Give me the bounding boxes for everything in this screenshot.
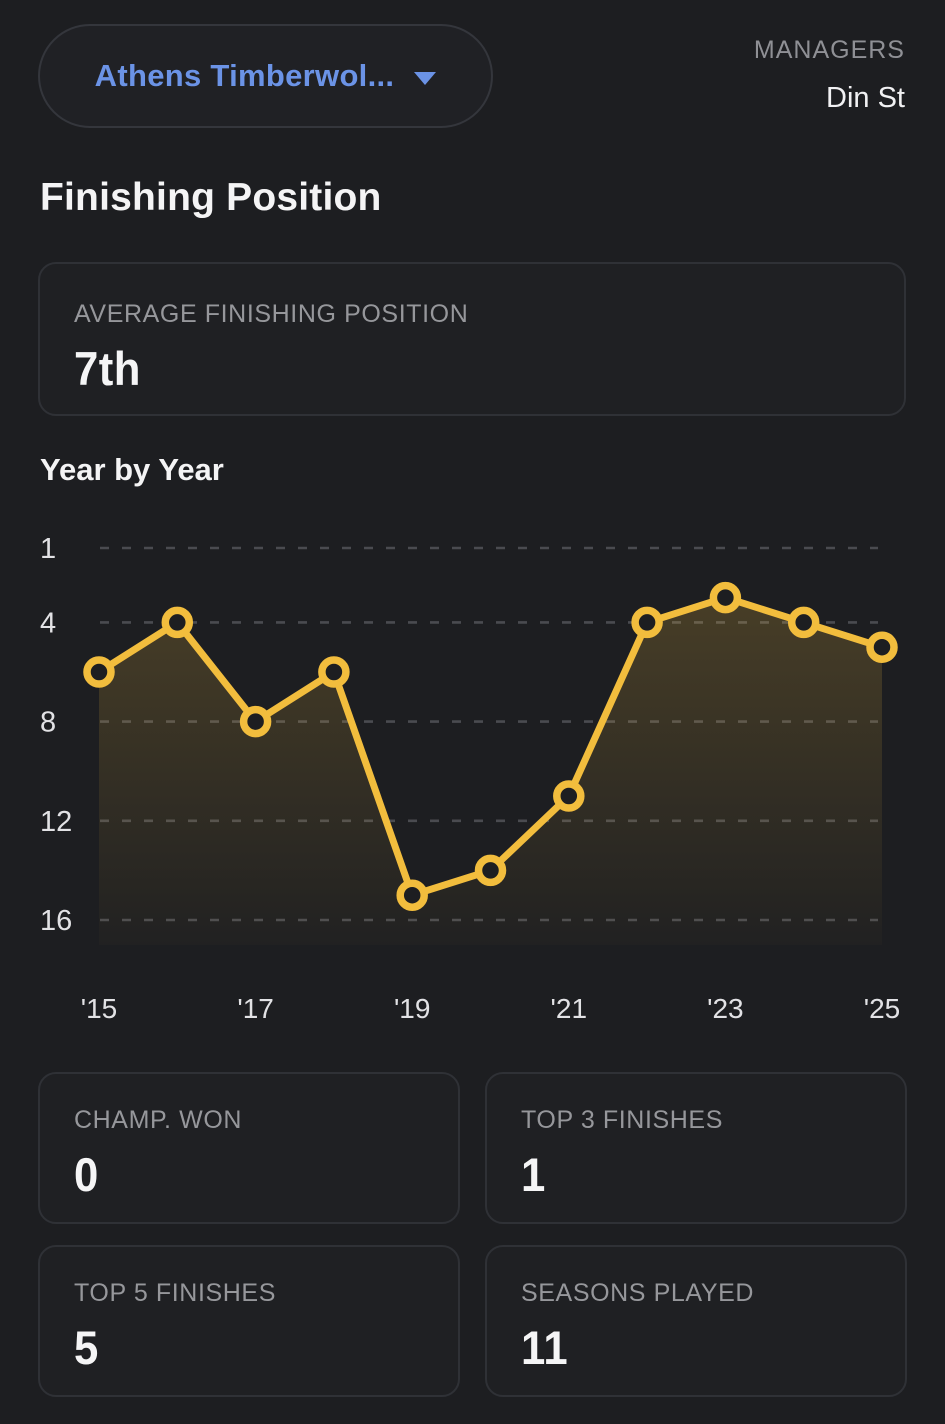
chart-point-2017 <box>239 705 272 738</box>
average-finishing-position-card: AVERAGE FINISHING POSITION 7th <box>38 262 906 416</box>
chart-point-2023 <box>709 581 742 614</box>
managers-block: MANAGERS Din St <box>754 36 905 115</box>
stats-grid: CHAMP. WON 0 TOP 3 FINISHES 1 TOP 5 FINI… <box>38 1072 907 1397</box>
managers-value: Din St <box>826 82 905 114</box>
chart-point-2016 <box>161 606 194 639</box>
y-tick-label: 16 <box>40 905 72 937</box>
chart-point-2022 <box>631 606 663 639</box>
stat-card-label: TOP 5 FINISHES <box>74 1279 276 1307</box>
summary-card-value: 7th <box>74 342 141 395</box>
team-selector-dropdown[interactable]: Athens Timberwol... <box>38 24 493 128</box>
team-selector-label: Athens Timberwol... <box>94 58 395 93</box>
x-tick-label: '21 <box>551 993 588 1024</box>
stat-card-champ-won: CHAMP. WON 0 <box>38 1072 460 1224</box>
x-tick-label: '23 <box>707 993 744 1024</box>
y-tick-label: 4 <box>40 607 56 639</box>
chart-point-2025 <box>866 631 898 663</box>
chart-point-2018 <box>318 656 350 688</box>
stat-card-label: CHAMP. WON <box>74 1106 243 1134</box>
x-tick-label: '25 <box>864 993 901 1024</box>
x-tick-label: '15 <box>81 993 118 1024</box>
y-tick-label: 12 <box>40 806 72 838</box>
year-by-year-chart: 1 4 8 12 16 '15 '17 '19 '21 '23 '25 <box>0 520 945 1040</box>
x-tick-label: '17 <box>237 993 274 1024</box>
year-by-year-line-chart: 1 4 8 12 16 '15 '17 '19 '21 '23 '25 <box>40 533 901 1024</box>
page-title: Finishing Position <box>40 176 382 219</box>
summary-card-label: AVERAGE FINISHING POSITION <box>74 300 469 328</box>
chart-area-fill <box>99 597 882 945</box>
stat-card-seasons-played: SEASONS PLAYED 11 <box>485 1245 907 1397</box>
stat-card-top5-finishes: TOP 5 FINISHES 5 <box>38 1245 460 1397</box>
section-title-year-by-year: Year by Year <box>40 452 224 487</box>
chart-point-2019 <box>396 879 428 911</box>
x-tick-label: '19 <box>394 993 431 1024</box>
y-tick-label: 1 <box>40 533 56 565</box>
y-tick-label: 8 <box>40 707 56 739</box>
managers-label: MANAGERS <box>753 36 905 64</box>
stat-card-value: 0 <box>74 1148 99 1201</box>
stat-card-label: SEASONS PLAYED <box>521 1279 755 1307</box>
stat-card-value: 5 <box>74 1321 99 1374</box>
stat-card-value: 1 <box>521 1148 546 1201</box>
stat-card-top3-finishes: TOP 3 FINISHES 1 <box>485 1072 907 1224</box>
chart-point-2020 <box>474 854 507 887</box>
chart-point-2015 <box>83 656 115 688</box>
stat-card-label: TOP 3 FINISHES <box>521 1106 723 1134</box>
stat-card-value: 11 <box>521 1321 569 1374</box>
chart-point-2021 <box>553 780 585 812</box>
chevron-down-icon <box>414 72 437 85</box>
chart-point-2024 <box>787 606 820 639</box>
